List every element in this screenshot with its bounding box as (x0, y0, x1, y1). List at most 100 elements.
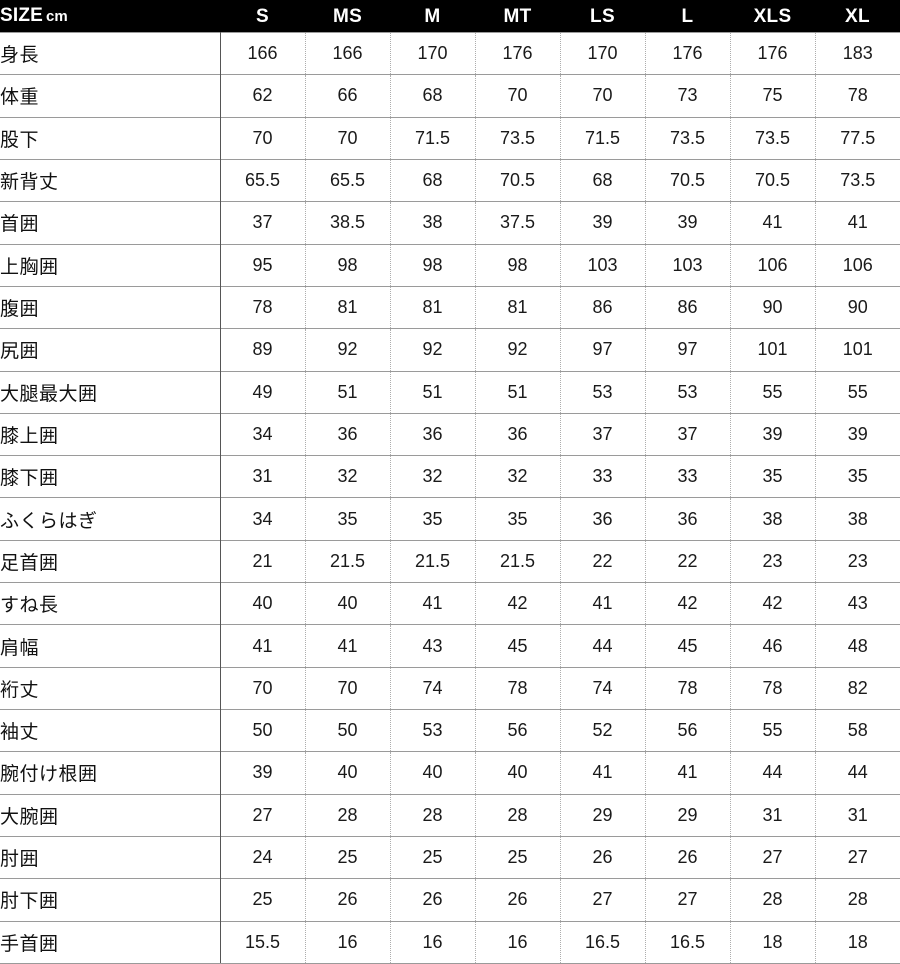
measurement-value: 34 (220, 412, 306, 456)
measurement-value: 70 (220, 116, 306, 160)
measurement-label: 肘囲 (0, 835, 221, 879)
measurement-value: 183 (815, 31, 900, 75)
measurement-value: 62 (220, 74, 306, 118)
measurement-value: 98 (475, 243, 561, 287)
measurement-label: 大腿最大囲 (0, 370, 221, 414)
measurement-label: 肩幅 (0, 624, 221, 668)
measurement-value: 101 (815, 328, 900, 371)
measurement-value: 40 (305, 751, 391, 795)
measurement-value: 70.5 (730, 158, 816, 202)
measurement-value: 56 (475, 708, 561, 752)
measurement-value: 43 (390, 624, 476, 668)
measurement-value: 37 (560, 412, 646, 456)
table-row: 膝下囲 31 32 32 32 33 33 35 35 (0, 455, 900, 498)
measurement-value: 97 (645, 328, 731, 371)
measurement-value: 22 (560, 539, 646, 583)
measurement-value: 38 (815, 497, 900, 541)
table-row: 腕付け根囲 39 40 40 40 41 41 44 44 (0, 751, 900, 795)
measurement-value: 25 (220, 878, 306, 922)
measurement-value: 81 (305, 285, 391, 329)
measurement-value: 28 (815, 878, 900, 922)
measurement-value: 26 (645, 835, 731, 879)
header-size-l: L (645, 0, 730, 33)
measurement-label: 腕付け根囲 (0, 751, 221, 795)
measurement-label: 体重 (0, 74, 221, 118)
measurement-label: 尻囲 (0, 328, 221, 371)
measurement-value: 42 (730, 582, 816, 625)
measurement-value: 42 (645, 582, 731, 625)
measurement-value: 50 (305, 708, 391, 752)
measurement-value: 41 (645, 751, 731, 795)
measurement-value: 65.5 (220, 158, 306, 202)
measurement-label: 首囲 (0, 201, 221, 245)
measurement-value: 86 (560, 285, 646, 329)
measurement-value: 27 (645, 878, 731, 922)
measurement-value: 16.5 (645, 920, 731, 964)
measurement-value: 34 (220, 497, 306, 541)
measurement-label: 裄丈 (0, 666, 221, 710)
measurement-value: 55 (730, 708, 816, 752)
measurement-label: 足首囲 (0, 539, 221, 583)
measurement-value: 25 (305, 835, 391, 879)
measurement-value: 170 (390, 31, 476, 75)
measurement-value: 29 (645, 793, 731, 837)
measurement-value: 40 (305, 582, 391, 625)
measurement-value: 39 (220, 751, 306, 795)
measurement-value: 25 (475, 835, 561, 879)
measurement-value: 176 (730, 31, 816, 75)
measurement-value: 35 (815, 455, 900, 498)
measurement-value: 77.5 (815, 116, 900, 160)
measurement-value: 38 (390, 201, 476, 245)
measurement-value: 16.5 (560, 920, 646, 964)
measurement-label: 身長 (0, 31, 221, 75)
measurement-value: 35 (390, 497, 476, 541)
measurement-value: 41 (220, 624, 306, 668)
measurement-value: 36 (645, 497, 731, 541)
measurement-value: 70 (560, 74, 646, 118)
measurement-value: 27 (815, 835, 900, 879)
measurement-value: 16 (305, 920, 391, 964)
measurement-value: 36 (305, 412, 391, 456)
measurement-value: 23 (815, 539, 900, 583)
measurement-value: 21.5 (305, 539, 391, 583)
measurement-value: 53 (390, 708, 476, 752)
measurement-value: 50 (220, 708, 306, 752)
measurement-value: 95 (220, 243, 306, 287)
measurement-value: 65.5 (305, 158, 391, 202)
measurement-value: 70.5 (645, 158, 731, 202)
measurement-value: 33 (645, 455, 731, 498)
header-size-s: S (220, 0, 305, 33)
measurement-value: 44 (815, 751, 900, 795)
table-row: 腹囲 78 81 81 81 86 86 90 90 (0, 285, 900, 329)
header-size-xl: XL (815, 0, 900, 33)
measurement-value: 166 (220, 31, 306, 75)
measurement-label: 新背丈 (0, 158, 221, 202)
measurement-value: 27 (730, 835, 816, 879)
table-header: SIZE cm S MS M MT LS L XLS XL (0, 0, 900, 33)
table-row: 新背丈 65.5 65.5 68 70.5 68 70.5 70.5 73.5 (0, 158, 900, 202)
measurement-value: 103 (645, 243, 731, 287)
measurement-value: 16 (390, 920, 476, 964)
measurement-value: 74 (390, 666, 476, 710)
measurement-value: 48 (815, 624, 900, 668)
measurement-value: 70.5 (475, 158, 561, 202)
measurement-value: 71.5 (560, 116, 646, 160)
measurement-value: 41 (305, 624, 391, 668)
measurement-value: 92 (390, 328, 476, 371)
measurement-label: 股下 (0, 116, 221, 160)
measurement-value: 27 (220, 793, 306, 837)
measurement-value: 45 (645, 624, 731, 668)
measurement-value: 26 (560, 835, 646, 879)
measurement-value: 36 (560, 497, 646, 541)
header-size-ms: MS (305, 0, 390, 33)
measurement-value: 98 (390, 243, 476, 287)
table-body: 身長 166 166 170 176 170 176 176 183 体重 62 66 68 70 70 73… (0, 31, 900, 964)
measurement-label: 上胸囲 (0, 243, 221, 287)
header-row: SIZE cm S MS M MT LS L XLS XL (0, 0, 900, 33)
measurement-value: 73.5 (815, 158, 900, 202)
measurement-value: 41 (560, 582, 646, 625)
measurement-value: 37 (645, 412, 731, 456)
measurement-value: 106 (730, 243, 816, 287)
measurement-value: 82 (815, 666, 900, 710)
